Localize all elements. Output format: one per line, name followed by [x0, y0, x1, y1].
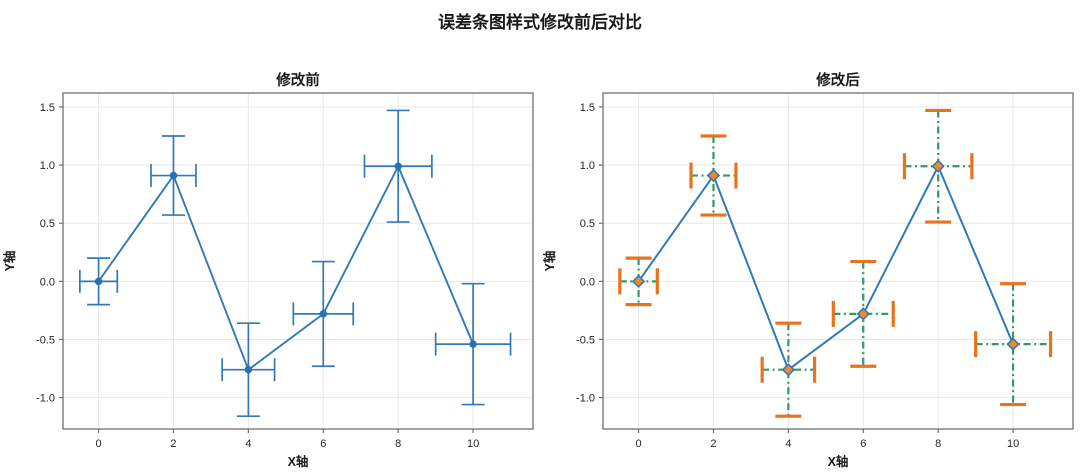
x-tick-label: 8 — [395, 438, 401, 450]
data-point-marker — [856, 307, 870, 321]
x-tick-label: 10 — [1007, 438, 1019, 450]
chart-before: 修改前 0 2 4 6 8 10 1.5 1.0 0.5 0.0 -0.5 -1.0 X轴 Y轴 — [0, 57, 540, 473]
figure-title: 误差条图样式修改前后对比 — [438, 13, 642, 32]
chart-after: 修改后 0 2 4 6 8 10 1.5 1.0 0.5 0.0 -0.5 -1.0 X轴 Y轴 — [540, 57, 1080, 473]
x-tick-label: 10 — [467, 438, 479, 450]
x-tick-label: 6 — [860, 438, 866, 450]
chart-before-plot: 0 2 4 6 8 10 1.5 1.0 0.5 0.0 -0.5 -1.0 X轴 Y轴 — [2, 92, 534, 469]
y-tick-label: 0.5 — [40, 218, 55, 230]
y-tick-label: -0.5 — [576, 334, 595, 346]
data-point-marker — [244, 365, 253, 374]
data-point-marker — [781, 363, 796, 377]
y-axis-label: Y轴 — [542, 251, 557, 272]
x-tick-label: 0 — [96, 438, 102, 450]
data-point-marker — [394, 162, 402, 170]
data-point-marker — [706, 168, 721, 183]
y-tick-label: 0.0 — [40, 276, 55, 288]
x-tick-label: 2 — [170, 438, 176, 450]
data-point-marker — [319, 310, 328, 318]
x-tick-label: 4 — [785, 438, 791, 450]
x-tick-label: 0 — [636, 438, 642, 450]
chart-before-title: 修改前 — [276, 73, 320, 89]
x-tick-label: 2 — [710, 438, 716, 450]
data-point-marker — [94, 277, 103, 286]
y-tick-label: 1.5 — [40, 102, 55, 114]
y-tick-label: -0.5 — [36, 334, 55, 346]
y-tick-label: -1.0 — [576, 393, 595, 405]
data-line — [97, 165, 474, 371]
y-tick-label: 1.0 — [40, 160, 55, 172]
x-tick-label: 8 — [935, 438, 941, 450]
chart-after-title: 修改后 — [816, 73, 860, 89]
x-axis-label: X轴 — [828, 454, 849, 469]
axes-spines — [62, 92, 534, 430]
data-point-marker — [469, 340, 477, 348]
data-point-marker — [631, 274, 646, 288]
data-line — [637, 165, 1015, 371]
y-axis-label: Y轴 — [2, 251, 17, 272]
y-tick-label: -1.0 — [36, 393, 55, 405]
data-point-marker — [169, 171, 178, 180]
x-tick-label: 4 — [245, 438, 251, 450]
x-axis-label: X轴 — [288, 454, 309, 469]
data-point-marker — [1006, 337, 1020, 351]
x-tick-label: 6 — [320, 438, 326, 450]
y-tick-label: 1.5 — [580, 102, 595, 114]
chart-after-plot: 0 2 4 6 8 10 1.5 1.0 0.5 0.0 -0.5 -1.0 X轴 Y轴 — [542, 92, 1074, 469]
data-point-marker — [931, 159, 945, 173]
y-tick-label: 1.0 — [580, 160, 595, 172]
axes-spines — [602, 92, 1074, 430]
y-tick-label: 0.5 — [580, 218, 595, 230]
y-tick-label: 0.0 — [580, 276, 595, 288]
